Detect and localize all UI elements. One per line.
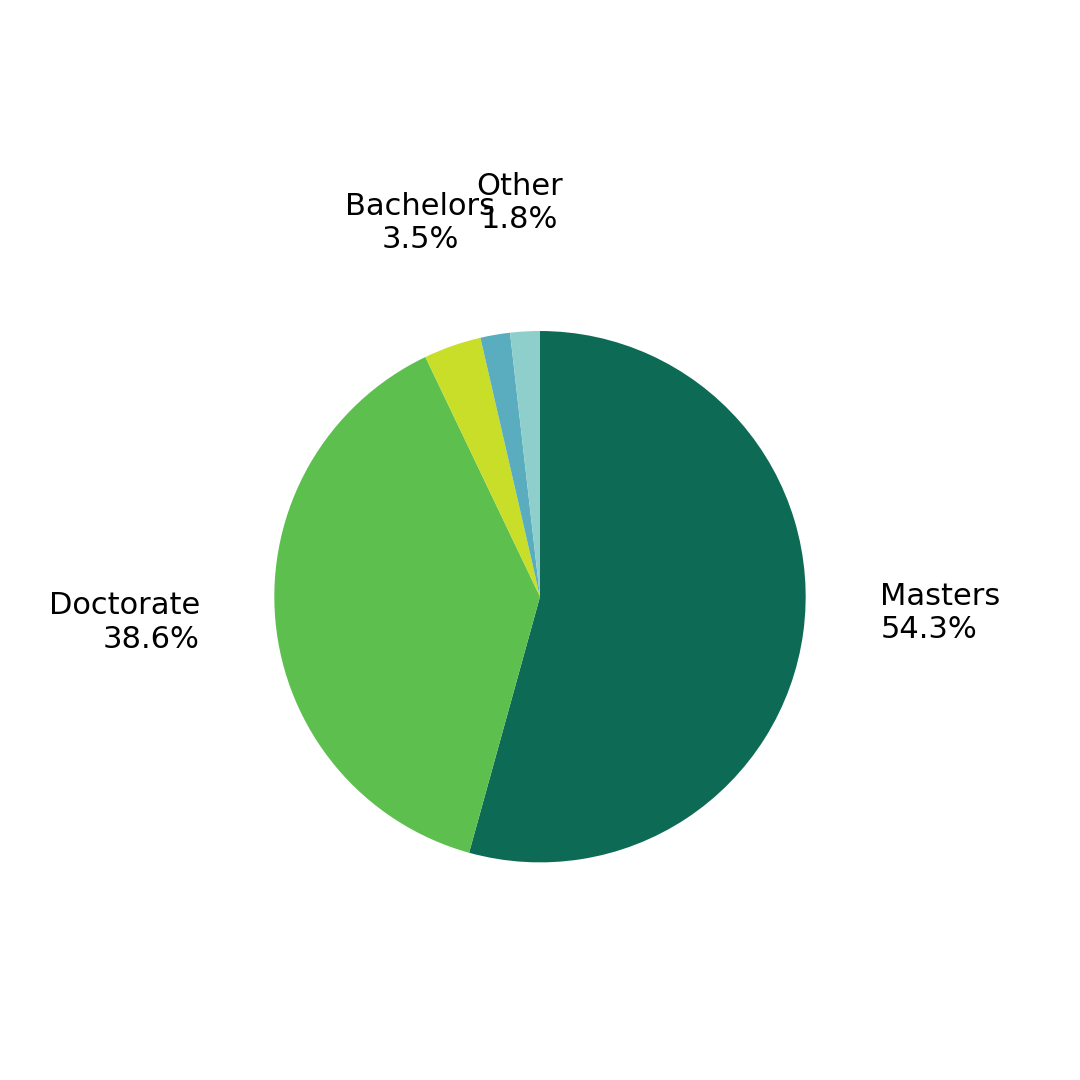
Text: Bachelors
3.5%: Bachelors 3.5% bbox=[346, 191, 496, 254]
Text: Doctorate
38.6%: Doctorate 38.6% bbox=[49, 592, 200, 653]
Wedge shape bbox=[481, 333, 540, 596]
Text: Masters
54.3%: Masters 54.3% bbox=[880, 582, 1000, 644]
Wedge shape bbox=[274, 357, 540, 853]
Wedge shape bbox=[426, 338, 540, 596]
Text: Other
1.8%: Other 1.8% bbox=[476, 172, 563, 234]
Wedge shape bbox=[510, 330, 540, 596]
Wedge shape bbox=[469, 330, 806, 862]
